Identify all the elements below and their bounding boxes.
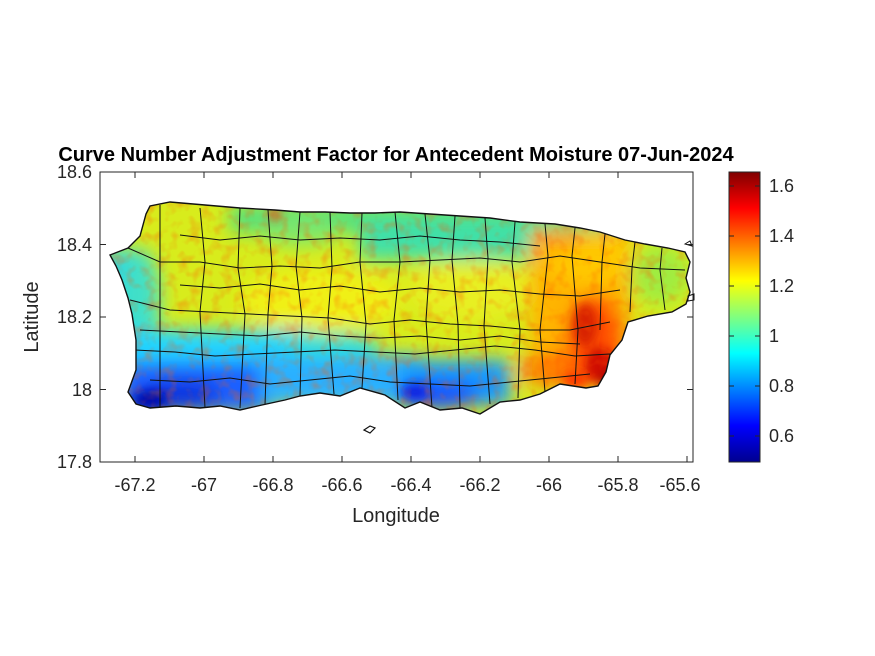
y-tick-label: 18.2 <box>57 307 92 327</box>
colorbar-tick-label: 0.8 <box>769 376 794 396</box>
x-tick-label: -66 <box>536 475 562 495</box>
x-axis-label: Longitude <box>352 505 440 527</box>
x-tick-label: -65.6 <box>659 475 700 495</box>
x-tick-label: -67 <box>191 475 217 495</box>
municipality-boundaries <box>127 205 686 410</box>
islet-outline <box>362 425 377 434</box>
colorbar-tick-label: 1 <box>769 326 779 346</box>
colorbar-tick-label: 1.4 <box>769 226 794 246</box>
x-tick-label: -66.4 <box>390 475 431 495</box>
colorbar-tick-label: 1.2 <box>769 276 794 296</box>
colorbar-tick-label: 1.6 <box>769 176 794 196</box>
x-tick-label: -65.8 <box>597 475 638 495</box>
colorbar-gradient <box>728 171 761 463</box>
y-tick-label: 18.4 <box>57 235 92 255</box>
x-tick-label: -66.2 <box>459 475 500 495</box>
y-tick-label: 18.6 <box>57 162 92 182</box>
y-axis-label: Latitude <box>21 281 43 352</box>
x-tick-label: -66.8 <box>252 475 293 495</box>
y-tick-label: 18 <box>72 380 92 400</box>
x-tick-label: -66.6 <box>321 475 362 495</box>
colorbar-tick-label: 0.6 <box>769 426 794 446</box>
x-tick-label: -67.2 <box>114 475 155 495</box>
y-axis: 18.6 18.4 18.2 18 17.8 Latitude <box>21 162 693 472</box>
islet-outline <box>687 293 695 302</box>
y-tick-label: 17.8 <box>57 452 92 472</box>
x-axis: -67.2 -67 -66.8 -66.6 -66.4 -66.2 -66 -6… <box>114 172 701 527</box>
chart-title: Curve Number Adjustment Factor for Antec… <box>58 144 734 166</box>
colorbar: 1.6 1.4 1.2 1 0.8 0.6 <box>728 171 794 463</box>
